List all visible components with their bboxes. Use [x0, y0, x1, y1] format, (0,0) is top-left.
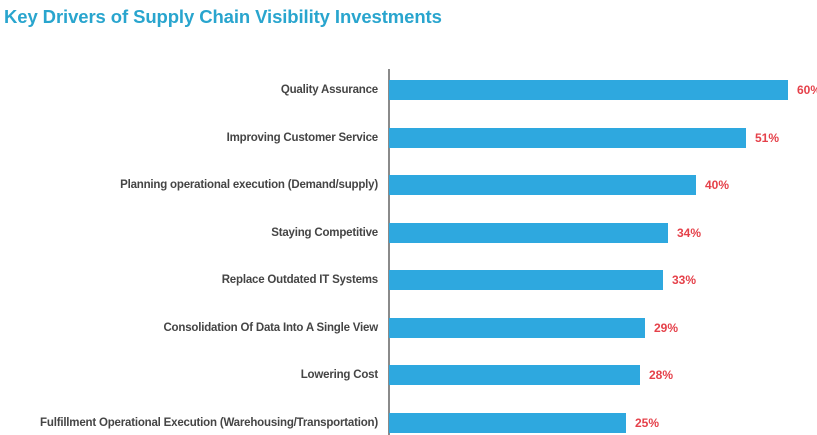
- value-label: 29%: [654, 320, 679, 335]
- bar-row: Planning operational execution (Demand/s…: [0, 175, 817, 195]
- bar-row: Fulfillment Operational Execution (Wareh…: [0, 412, 817, 433]
- category-label: Consolidation Of Data Into A Single View: [163, 321, 378, 334]
- category-label: Fulfillment Operational Execution (Wareh…: [40, 416, 378, 429]
- category-label: Replace Outdated IT Systems: [221, 274, 378, 286]
- bar-row: Staying Competitive 34%: [0, 222, 817, 243]
- value-label: 34%: [677, 225, 702, 240]
- bar-row: Replace Outdated IT Systems 33%: [0, 270, 817, 290]
- category-label: Improving Customer Service: [226, 131, 379, 144]
- category-label: Staying Competitive: [271, 226, 378, 239]
- value-label: 33%: [672, 273, 697, 287]
- bar: [389, 412, 626, 433]
- bar-row: Quality Assurance 60%: [0, 80, 817, 100]
- bar: [389, 222, 668, 243]
- category-label: Quality Assurance: [280, 84, 378, 96]
- chart-title: Key Drivers of Supply Chain Visibility I…: [4, 6, 442, 27]
- value-label: 40%: [705, 178, 730, 192]
- category-axis-line: [388, 69, 390, 435]
- category-label: Planning operational execution (Demand/s…: [120, 179, 378, 191]
- value-label: 51%: [755, 130, 780, 145]
- bar: [389, 365, 640, 385]
- value-label: 60%: [797, 83, 817, 97]
- value-label: 28%: [649, 368, 674, 382]
- bar-row: Lowering Cost 28%: [0, 365, 817, 385]
- bar: [389, 175, 696, 195]
- bar-row: Consolidation Of Data Into A Single View…: [0, 317, 817, 338]
- bar: [389, 317, 645, 338]
- value-label: 25%: [635, 415, 660, 430]
- bar: [389, 80, 788, 100]
- bar-row: Improving Customer Service 51%: [0, 127, 817, 148]
- bar: [389, 127, 746, 148]
- category-label: Lowering Cost: [300, 369, 378, 381]
- bar: [389, 270, 663, 290]
